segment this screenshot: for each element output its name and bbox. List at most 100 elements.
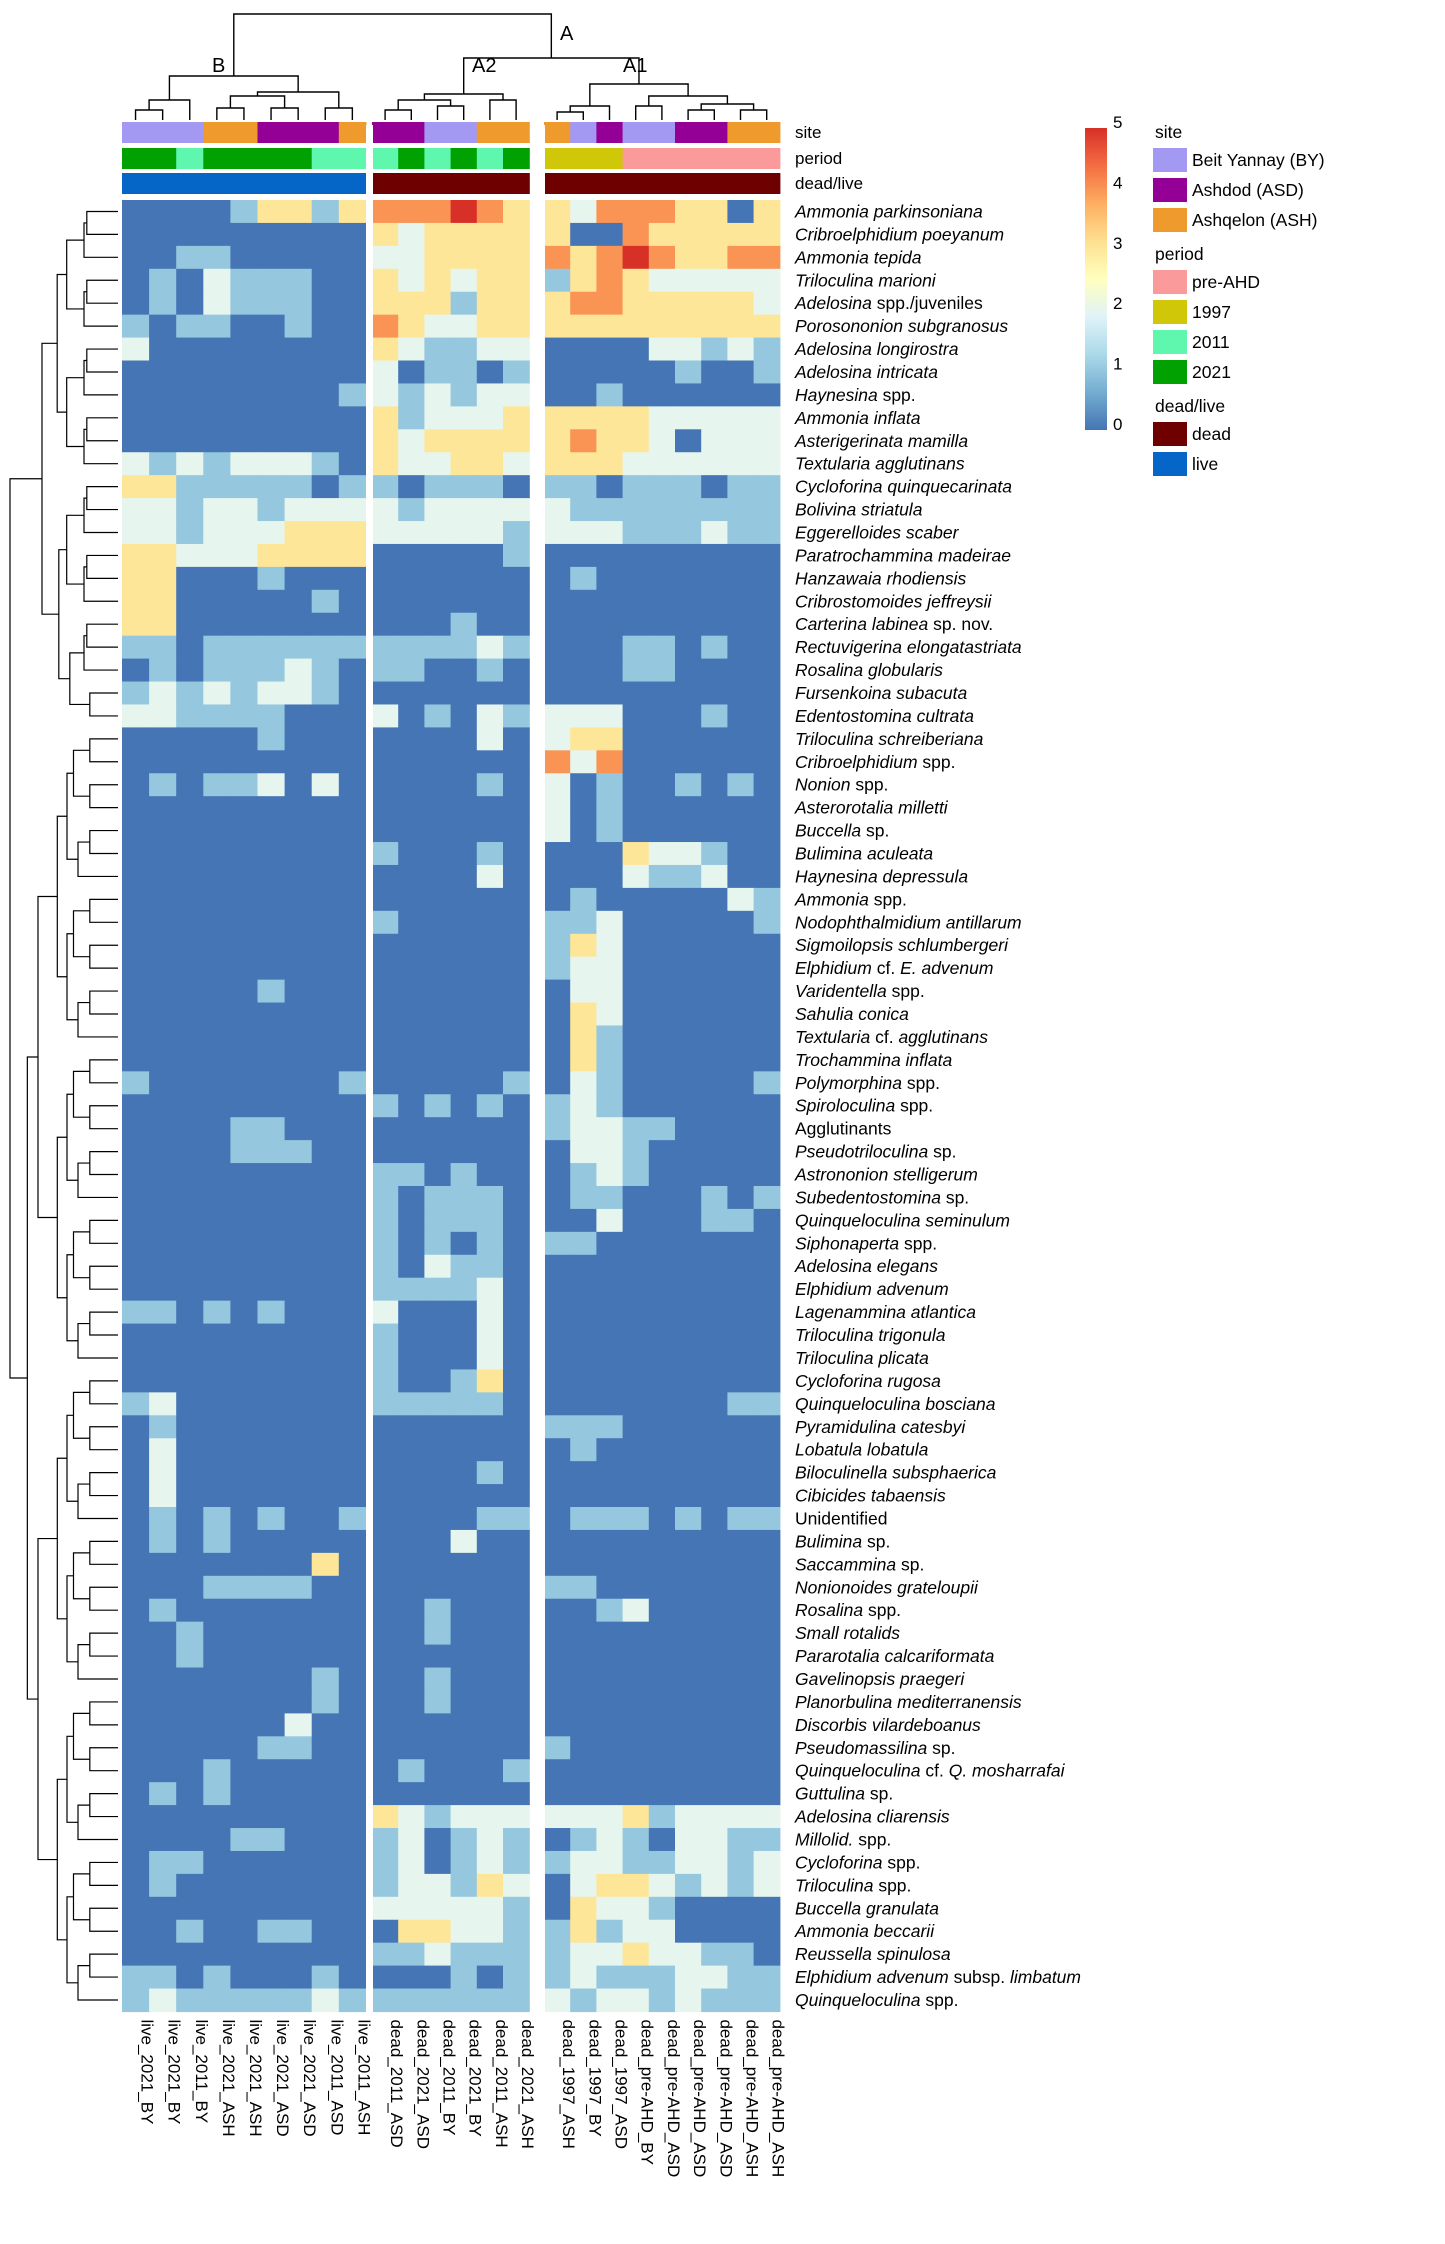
heatmap-cell	[701, 1965, 728, 1990]
heatmap-cell	[648, 1140, 676, 1164]
heatmap-cell	[424, 658, 452, 683]
heatmap-cell	[284, 1231, 313, 1256]
heatmap-cell	[544, 1002, 571, 1027]
heatmap-cell	[701, 1208, 728, 1233]
heatmap-cell	[311, 589, 340, 614]
heatmap-cell	[622, 1094, 650, 1118]
heatmap-cell	[149, 727, 177, 751]
heatmap-cell	[230, 1965, 259, 1990]
heatmap-cell	[727, 1277, 755, 1302]
heatmap-cell	[230, 1690, 259, 1714]
annotation-cell	[284, 148, 313, 169]
heatmap-cell	[230, 819, 259, 843]
heatmap-cell	[727, 521, 755, 545]
heatmap-cell	[622, 887, 650, 912]
heatmap-cell	[701, 521, 728, 545]
heatmap-cell	[230, 1254, 259, 1279]
heatmap-cell	[338, 1965, 367, 1990]
heatmap-cell	[257, 1988, 286, 2013]
heatmap-cell	[622, 750, 650, 774]
heatmap-cell	[648, 1254, 676, 1279]
heatmap-cell	[149, 498, 177, 522]
heatmap-cell	[372, 1002, 399, 1027]
heatmap-cell	[424, 1025, 452, 1050]
heatmap-cell	[701, 727, 728, 751]
heatmap-cell	[570, 452, 597, 476]
heatmap-cell	[570, 222, 597, 247]
heatmap-cell	[544, 1850, 571, 1875]
heatmap-cell	[476, 1828, 504, 1852]
heatmap-cell	[311, 1850, 340, 1875]
heatmap-cell	[503, 429, 530, 453]
column-label: dead_2011_ASH	[492, 2019, 511, 2147]
heatmap-cell	[338, 429, 367, 453]
heatmap-cell	[338, 635, 367, 660]
heatmap-cell	[727, 1254, 755, 1279]
heatmap-cell	[727, 1942, 755, 1967]
heatmap-cell	[398, 498, 425, 522]
dendrogram-branch	[569, 105, 611, 120]
dendrogram-branch	[489, 99, 517, 120]
heatmap-cell	[648, 1025, 676, 1050]
heatmap-cell	[398, 1048, 425, 1072]
heatmap-cell	[503, 200, 530, 224]
heatmap-cell	[675, 1002, 702, 1027]
heatmap-cell	[476, 956, 504, 981]
heatmap-cell	[398, 1575, 425, 1600]
heatmap-cell	[230, 1163, 259, 1187]
heatmap-cell	[596, 1140, 624, 1164]
annotation-cell	[622, 122, 650, 143]
heatmap-cell	[753, 612, 781, 637]
heatmap-cell	[311, 314, 340, 339]
heatmap-cell	[675, 1850, 702, 1875]
heatmap-cell	[311, 1828, 340, 1852]
heatmap-cell	[203, 933, 231, 958]
heatmap-cell	[476, 681, 504, 706]
heatmap-cell	[122, 1300, 150, 1325]
heatmap-cell	[753, 1025, 781, 1050]
heatmap-cell	[149, 589, 177, 614]
heatmap-cell	[203, 750, 231, 774]
heatmap-cell	[122, 543, 150, 568]
heatmap-cell	[544, 842, 571, 866]
heatmap-cell	[675, 1484, 702, 1508]
heatmap-cell	[622, 1025, 650, 1050]
dendrogram-branch	[687, 109, 715, 120]
heatmap-cell	[284, 1163, 313, 1187]
heatmap-cell	[701, 1575, 728, 1600]
heatmap-cell	[622, 1254, 650, 1279]
heatmap-cell	[230, 635, 259, 660]
heatmap-cell	[570, 750, 597, 774]
heatmap-cell	[203, 887, 231, 912]
heatmap-cell	[338, 543, 367, 568]
row-label: Triloculina spp.	[795, 1875, 911, 1895]
dendrogram-branch	[89, 1793, 118, 1818]
heatmap-cell	[476, 1621, 504, 1646]
heatmap-cell	[122, 1736, 150, 1760]
heatmap-cell	[450, 1713, 478, 1737]
heatmap-cell	[230, 887, 259, 912]
heatmap-cell	[149, 521, 177, 545]
heatmap-cell	[596, 933, 624, 958]
heatmap-cell	[122, 1346, 150, 1371]
heatmap-cell	[257, 314, 286, 339]
heatmap-cell	[622, 910, 650, 935]
heatmap-cell	[149, 1025, 177, 1050]
heatmap-cell	[544, 1300, 571, 1325]
heatmap-cell	[570, 1713, 597, 1737]
heatmap-cell	[122, 1873, 150, 1898]
heatmap-cell	[596, 383, 624, 407]
heatmap-cell	[596, 222, 624, 247]
heatmap-cell	[338, 1644, 367, 1669]
row-label: Buccella granulata	[795, 1898, 939, 1918]
heatmap-cell	[675, 864, 702, 889]
heatmap-cell	[701, 360, 728, 385]
column-label: live_2011_BY	[192, 2019, 211, 2123]
heatmap-cell	[727, 1300, 755, 1325]
heatmap-cell	[149, 383, 177, 407]
heatmap-cell	[424, 842, 452, 866]
heatmap-cell	[424, 383, 452, 407]
heatmap-cell	[727, 1667, 755, 1692]
heatmap-cell	[753, 1323, 781, 1348]
